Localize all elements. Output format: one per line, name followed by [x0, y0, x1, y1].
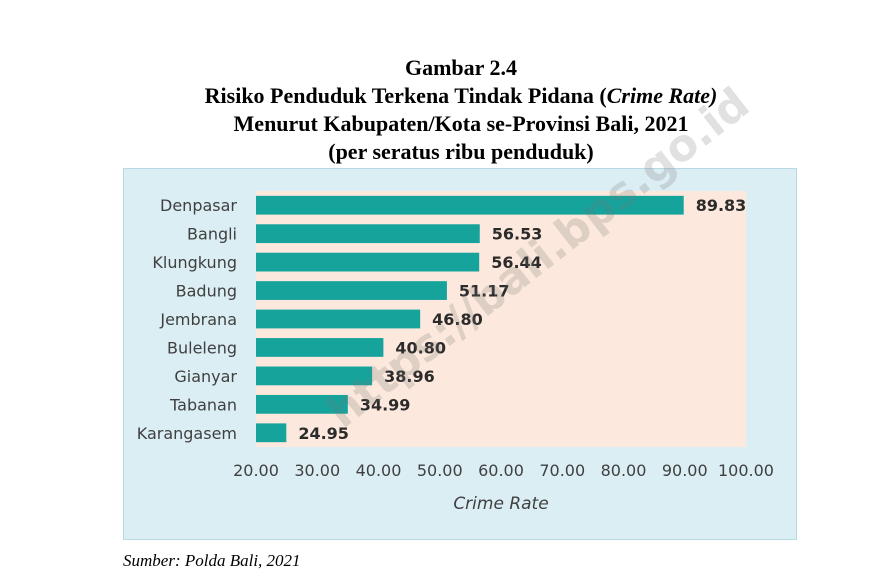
category-label: Karangasem	[137, 424, 237, 443]
x-tick-label: 60.00	[478, 461, 524, 480]
x-tick-label: 90.00	[662, 461, 708, 480]
bar-tabanan	[256, 394, 348, 414]
value-label: 38.96	[384, 367, 435, 386]
source-note: Sumber: Polda Bali, 2021	[123, 551, 301, 570]
x-tick-label: 20.00	[233, 461, 279, 480]
category-label: Jembrana	[159, 310, 237, 329]
category-label: Denpasar	[160, 196, 237, 215]
x-tick-label: 50.00	[417, 461, 463, 480]
bar-badung	[256, 281, 447, 300]
value-label: 46.80	[432, 310, 483, 329]
category-label: Bangli	[187, 225, 237, 244]
x-tick-label: 70.00	[539, 461, 585, 480]
bar-karangasem	[256, 423, 287, 443]
bar-chart: Denpasar 89.83 Bangli 56.53 Klungkung 56.44 Ba…	[137, 191, 774, 514]
x-tick-label: 30.00	[294, 461, 340, 480]
x-axis-label: Crime Rate	[453, 494, 548, 514]
bar-denpasar	[256, 195, 684, 215]
category-label: Badung	[176, 282, 237, 301]
bar-bangli	[256, 224, 480, 244]
category-label: Gianyar	[174, 367, 237, 386]
value-label: 24.95	[298, 424, 349, 443]
value-label: 40.80	[395, 338, 446, 357]
bar-klungkung	[256, 252, 480, 272]
category-label: Klungkung	[152, 253, 237, 272]
figure-title: Gambar 2.4 Risiko Penduduk Terkena Tinda…	[0, 54, 896, 166]
category-label: Tabanan	[169, 395, 237, 414]
bar-jembrana	[256, 309, 421, 329]
title-line-2-text: Risiko Penduduk Terkena Tindak Pidana (	[204, 83, 607, 108]
value-label: 89.83	[696, 196, 747, 215]
x-tick-label: 100.00	[718, 461, 774, 480]
category-label: Buleleng	[167, 338, 237, 357]
value-label: 56.53	[492, 225, 543, 244]
title-line-2: Risiko Penduduk Terkena Tindak Pidana (C…	[0, 82, 896, 110]
figure-number: Gambar 2.4	[404, 55, 518, 80]
value-label: 56.44	[491, 253, 542, 272]
x-tick-label: 80.00	[601, 461, 647, 480]
chart-panel: Denpasar 89.83 Bangli 56.53 Klungkung 56.44 Ba…	[123, 168, 797, 540]
title-line-4: (per seratus ribu penduduk)	[328, 139, 594, 164]
bar-gianyar	[256, 366, 373, 386]
title-line-3: Menurut Kabupaten/Kota se-Provinsi Bali,…	[233, 111, 689, 136]
value-label: 51.17	[459, 282, 510, 301]
bar-buleleng	[256, 338, 384, 357]
title-line-2-italic: Crime Rate)	[606, 83, 718, 108]
x-tick-label: 40.00	[356, 461, 402, 480]
value-label: 34.99	[360, 395, 411, 414]
